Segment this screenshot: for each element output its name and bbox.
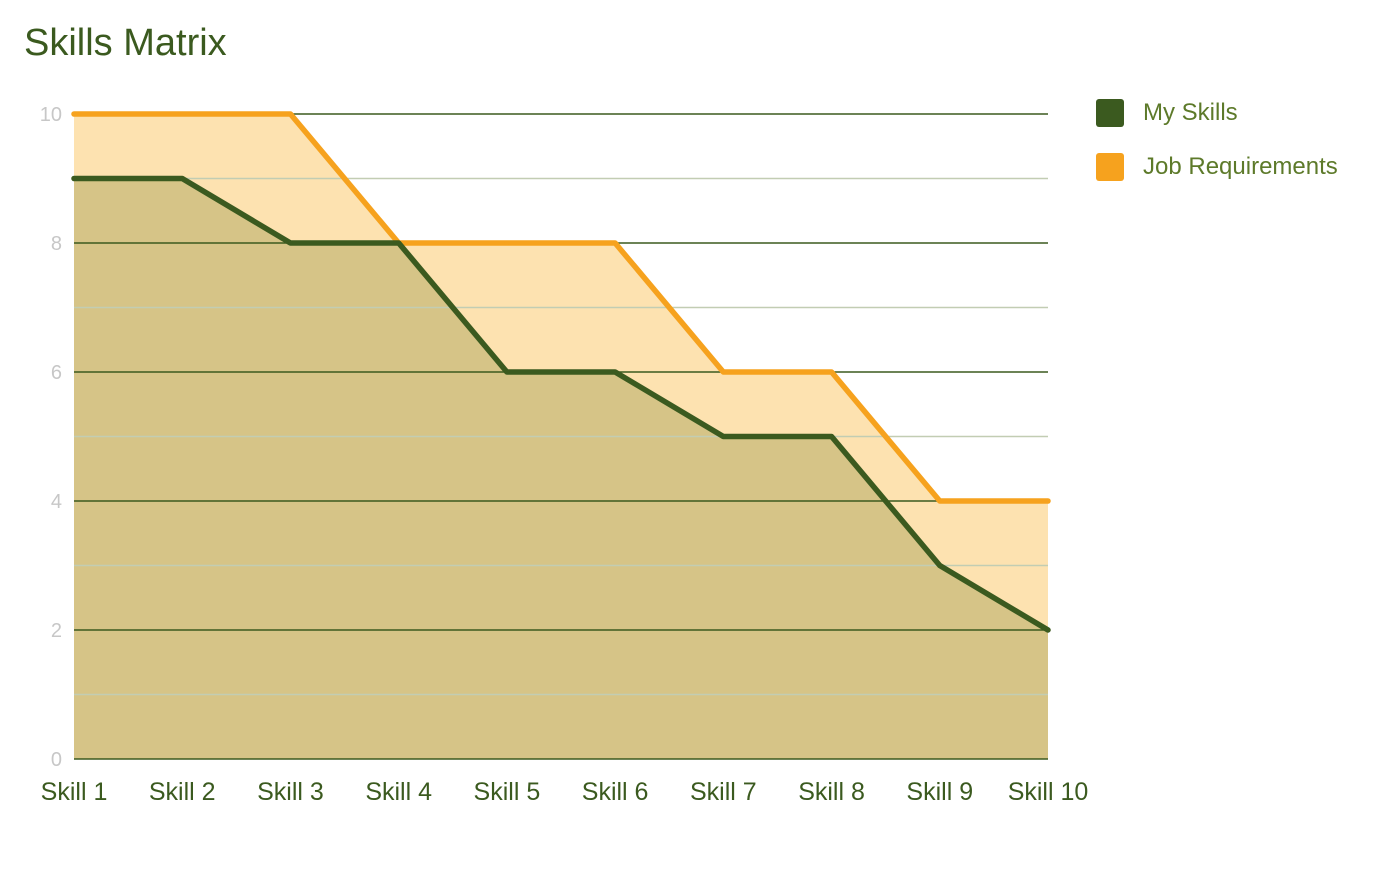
x-tick-label: Skill 5 (474, 778, 541, 806)
data-point-my-skills (71, 176, 77, 181)
data-point-my-skills (1045, 627, 1051, 633)
series-line-my-skills (71, 175, 1051, 633)
data-point-job-requirements (287, 111, 293, 117)
y-tick-label: 4 (51, 491, 62, 513)
legend-label-my-skills: My Skills (1143, 99, 1238, 126)
x-tick-label: Skill 7 (690, 778, 757, 806)
x-tick-label: Skill 3 (257, 778, 324, 806)
x-tick-label: Skill 9 (906, 778, 973, 806)
data-point-my-skills (504, 369, 510, 375)
data-point-my-skills (829, 434, 835, 439)
data-point-job-requirements (71, 111, 77, 117)
legend-swatch-my-skills (1096, 99, 1124, 127)
data-point-job-requirements (937, 498, 943, 504)
x-tick-label: Skill 4 (365, 778, 432, 806)
legend-label-job-requirements: Job Requirements (1143, 153, 1338, 180)
chart-title: Skills Matrix (24, 22, 227, 64)
data-point-my-skills (612, 369, 618, 375)
y-tick-label: 0 (51, 749, 62, 771)
y-tick-label: 8 (51, 233, 62, 255)
data-point-job-requirements (504, 240, 510, 246)
x-tick-label: Skill 8 (798, 778, 865, 806)
data-point-job-requirements (720, 369, 726, 375)
legend-swatch-job-requirements (1096, 153, 1124, 181)
x-tick-label: Skill 10 (1008, 778, 1089, 806)
y-tick-label: 2 (51, 620, 62, 642)
data-point-my-skills (287, 240, 293, 246)
y-tick-label: 10 (40, 104, 62, 126)
legend-item-job-requirements[interactable]: Job Requirements (1096, 153, 1338, 181)
data-point-my-skills (179, 176, 185, 181)
y-axis-ticks: 0 2 4 6 8 10 (40, 104, 62, 771)
x-tick-label: Skill 1 (41, 778, 108, 806)
data-point-job-requirements (179, 111, 185, 117)
data-point-my-skills (720, 434, 726, 439)
data-point-job-requirements (1045, 498, 1051, 504)
x-tick-label: Skill 6 (582, 778, 649, 806)
x-tick-label: Skill 2 (149, 778, 216, 806)
area-fill-my-skills (74, 178, 1048, 759)
legend-item-my-skills[interactable]: My Skills (1096, 99, 1238, 127)
y-tick-label: 6 (51, 362, 62, 384)
series-lines (71, 111, 1051, 633)
x-axis-ticks: Skill 1 Skill 2 Skill 3 Skill 4 Skill 5 Skill… (41, 778, 1089, 806)
data-point-my-skills (396, 240, 402, 246)
data-point-job-requirements (612, 240, 618, 246)
data-point-my-skills (937, 563, 943, 568)
data-point-job-requirements (829, 369, 835, 375)
series-line-job-requirements (71, 111, 1051, 504)
